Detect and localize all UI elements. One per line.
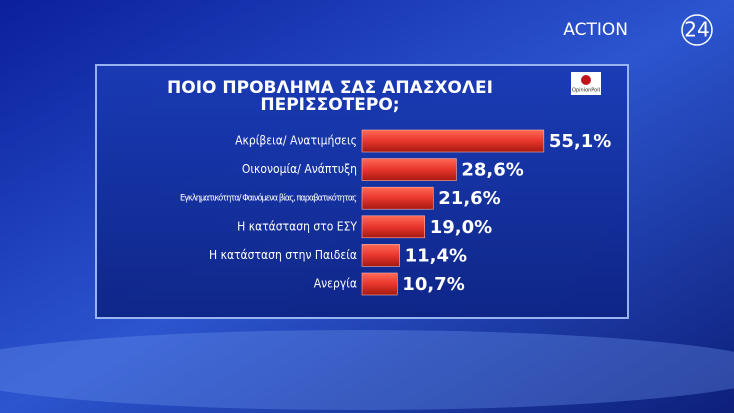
value-label: 19,0% — [430, 217, 492, 238]
category-label: Η κατάσταση στην Παιδεία — [209, 248, 357, 262]
value-label: 11,4% — [405, 245, 467, 266]
category-label: Εγκληματικότητα/ Φαινόμενα βίας, παραβατ… — [180, 193, 357, 204]
value-label: 21,6% — [438, 188, 500, 209]
logo-text: ACTION — [563, 20, 628, 40]
floor-glow — [0, 330, 734, 410]
bar — [361, 215, 426, 239]
source-logo-icon — [581, 75, 591, 85]
category-label: Ακρίβεια/ Ανατιμήσεις — [235, 134, 357, 148]
logo-ring — [681, 14, 713, 46]
value-label: 28,6% — [461, 160, 523, 181]
category-label: Οικονομία/ Ανάπτυξη — [242, 162, 357, 176]
value-label: 10,7% — [402, 274, 464, 295]
bar — [361, 129, 545, 153]
category-label: Η κατάσταση στο ΕΣΥ — [237, 219, 357, 233]
logo-number: 24 — [684, 18, 709, 42]
source-logo: OpinionPoll — [572, 88, 600, 94]
category-label: Ανεργία — [314, 277, 357, 291]
bar — [361, 186, 434, 210]
bar — [361, 158, 457, 181]
bar — [361, 272, 398, 296]
bar — [361, 244, 400, 267]
value-label: 55,1% — [549, 131, 611, 152]
